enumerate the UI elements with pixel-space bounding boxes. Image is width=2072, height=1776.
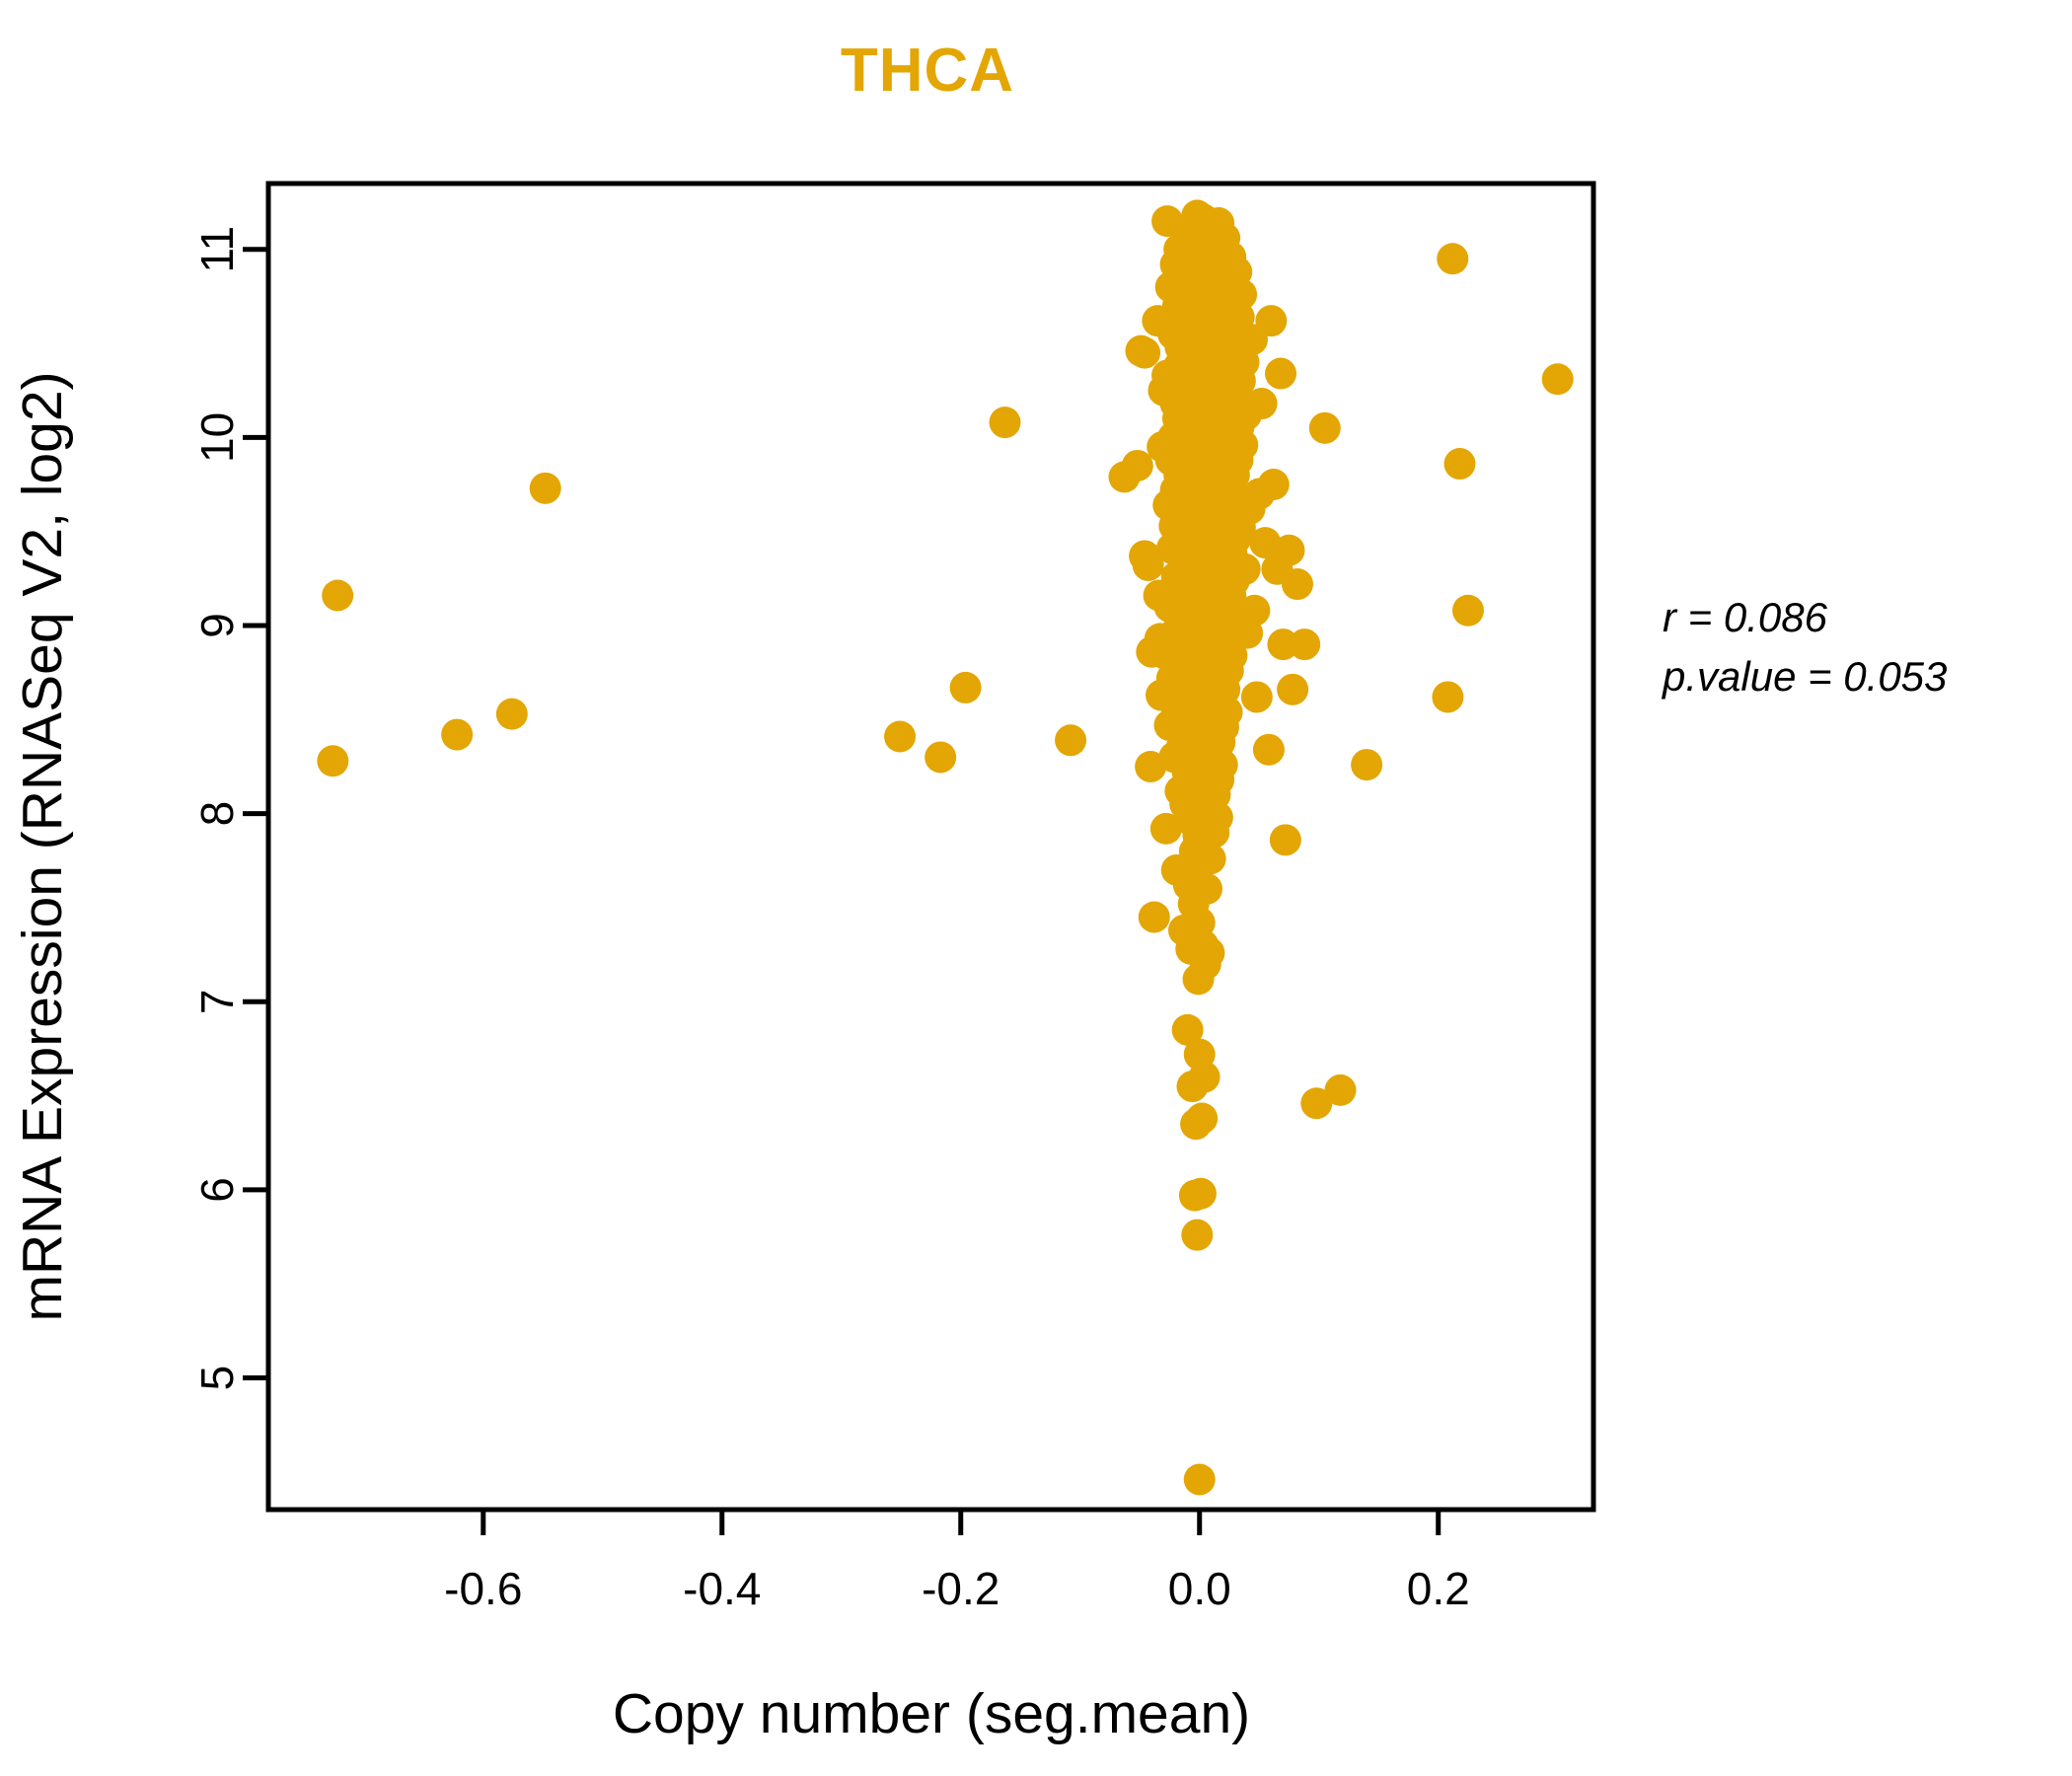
data-point — [1269, 824, 1301, 856]
data-point — [1351, 749, 1383, 781]
x-axis: -0.6 -0.4 -0.2 0.0 0.2 — [444, 1510, 1470, 1614]
data-point — [495, 698, 528, 730]
data-point — [1121, 449, 1153, 481]
data-point — [1245, 388, 1278, 420]
data-point — [1308, 411, 1341, 444]
y-tick-label: 7 — [191, 989, 243, 1014]
data-point — [1188, 1061, 1221, 1093]
data-point — [1211, 696, 1243, 728]
data-point — [1226, 428, 1259, 461]
data-point — [1193, 936, 1225, 969]
data-point — [529, 472, 561, 504]
data-point — [1201, 801, 1233, 834]
data-point — [1281, 568, 1313, 601]
data-point — [1300, 1087, 1333, 1120]
x-tick-label: 0.0 — [1168, 1563, 1231, 1614]
data-point — [1443, 448, 1476, 481]
x-tick-label: -0.6 — [444, 1563, 522, 1614]
data-point — [441, 718, 474, 751]
data-point — [1249, 527, 1282, 559]
annotation-correlation: r = 0.086 — [1663, 594, 1828, 640]
y-axis: 5 6 7 8 9 10 11 — [191, 226, 268, 1391]
y-tick-label: 6 — [191, 1177, 243, 1203]
data-point — [1238, 594, 1271, 627]
y-tick-label: 8 — [191, 801, 243, 827]
data-point — [1240, 681, 1273, 713]
annotation-pvalue: p.value = 0.053 — [1661, 653, 1947, 700]
data-point — [1432, 681, 1464, 713]
data-point — [1277, 673, 1309, 705]
x-tick-label: 0.2 — [1407, 1563, 1470, 1614]
data-point — [989, 407, 1021, 439]
data-point — [1138, 901, 1170, 933]
data-point — [1149, 812, 1182, 845]
y-tick-label: 9 — [191, 613, 243, 638]
data-point — [1181, 1219, 1214, 1251]
data-point — [1541, 363, 1574, 396]
data-point — [1265, 357, 1297, 390]
data-point — [1171, 1013, 1204, 1046]
data-point — [1451, 594, 1484, 627]
data-point — [1183, 1463, 1216, 1496]
data-point — [317, 745, 349, 777]
data-point — [1194, 843, 1226, 875]
data-point — [1055, 724, 1087, 757]
data-point — [1437, 243, 1469, 275]
data-point — [1190, 872, 1222, 905]
data-point — [1206, 749, 1238, 781]
data-point — [949, 671, 982, 703]
data-point — [1289, 629, 1321, 661]
x-axis-title: Copy number (seg.mean) — [613, 1682, 1250, 1745]
data-point — [1216, 639, 1248, 672]
data-point — [1255, 305, 1288, 337]
data-point — [1135, 750, 1167, 782]
data-point — [1225, 278, 1258, 311]
data-point — [1132, 549, 1164, 581]
y-tick-label: 11 — [191, 226, 243, 273]
y-tick-label: 5 — [191, 1366, 243, 1391]
data-point — [1228, 553, 1261, 585]
x-tick-label: -0.2 — [922, 1563, 999, 1614]
data-point — [1324, 1073, 1357, 1106]
data-point — [884, 720, 917, 753]
data-point — [1129, 336, 1161, 369]
data-point — [1186, 1102, 1219, 1135]
page-title: THCA — [840, 37, 1015, 105]
y-tick-label: 10 — [191, 412, 243, 463]
data-points-layer — [317, 199, 1574, 1496]
data-point — [1257, 469, 1290, 501]
data-point — [1252, 733, 1285, 766]
plot-frame — [265, 181, 1596, 1513]
data-point — [925, 741, 957, 774]
data-point — [1184, 1177, 1217, 1210]
data-point — [1273, 534, 1305, 566]
y-axis-title: mRNA Expression (RNASeq V2, log2) — [11, 371, 74, 1321]
data-point — [322, 579, 354, 612]
x-tick-label: -0.4 — [683, 1563, 761, 1614]
